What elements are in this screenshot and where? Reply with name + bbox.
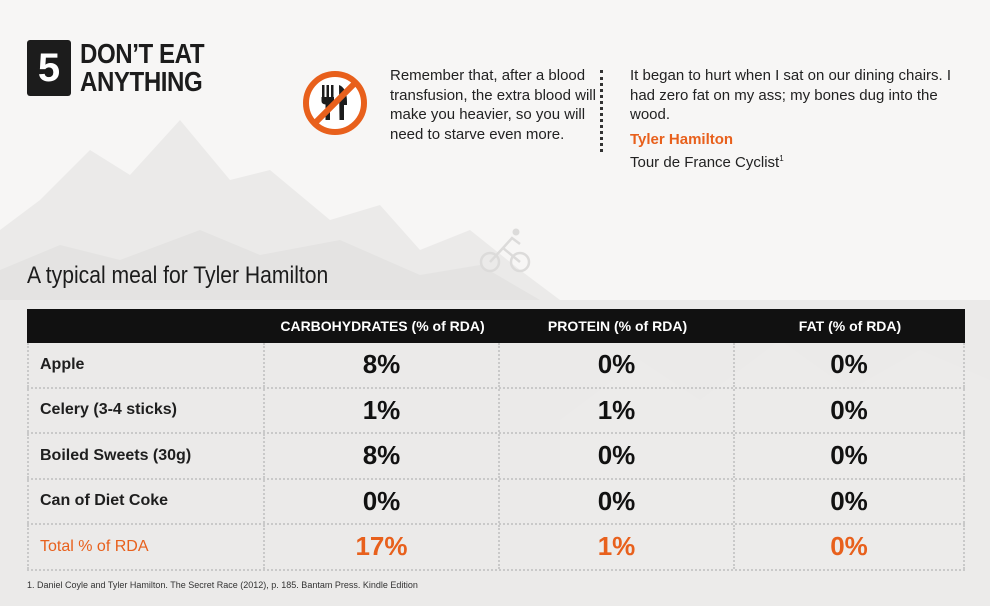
total-carbs: 17%	[265, 525, 500, 569]
section-title: DON’T EAT ANYTHING	[80, 38, 205, 97]
dotted-divider	[600, 70, 603, 152]
row-item: Boiled Sweets (30g)	[27, 434, 265, 478]
table-total-row: Total % of RDA 17% 1% 0%	[27, 525, 965, 571]
row-item: Can of Diet Coke	[27, 479, 265, 523]
total-fat: 0%	[735, 525, 965, 569]
table-header: CARBOHYDRATES (% of RDA) PROTEIN (% of R…	[27, 309, 965, 343]
row-protein: 0%	[500, 343, 735, 387]
row-protein: 0%	[500, 434, 735, 478]
section-number-badge: 5	[27, 40, 71, 96]
footnote: 1. Daniel Coyle and Tyler Hamilton. The …	[27, 580, 418, 590]
header-item	[27, 309, 265, 343]
row-item: Celery (3-4 sticks)	[27, 388, 265, 432]
row-fat: 0%	[735, 388, 965, 432]
no-food-icon	[303, 71, 367, 135]
row-protein: 0%	[500, 479, 735, 523]
quote-right: It began to hurt when I sat on our dinin…	[630, 66, 975, 173]
nutrition-table: CARBOHYDRATES (% of RDA) PROTEIN (% of R…	[27, 309, 965, 571]
row-item: Apple	[27, 343, 265, 387]
quote-right-text: It began to hurt when I sat on our dinin…	[630, 67, 952, 123]
title-line-1: DON’T EAT	[80, 38, 205, 69]
row-carbs: 8%	[265, 434, 500, 478]
title-line-2: ANYTHING	[80, 66, 203, 97]
table-row: Celery (3-4 sticks) 1% 1% 0%	[27, 388, 965, 434]
row-protein: 1%	[500, 388, 735, 432]
table-row: Apple 8% 0% 0%	[27, 343, 965, 389]
row-carbs: 1%	[265, 388, 500, 432]
quote-left: Remember that, after a blood transfusion…	[390, 67, 596, 143]
total-label: Total % of RDA	[27, 525, 265, 569]
footnote-mark: 1	[779, 154, 784, 163]
row-fat: 0%	[735, 343, 965, 387]
table-row: Boiled Sweets (30g) 8% 0% 0%	[27, 434, 965, 480]
meal-title: A typical meal for Tyler Hamilton	[27, 262, 329, 289]
quote-author: Tyler Hamilton	[630, 130, 734, 148]
row-carbs: 8%	[265, 343, 500, 387]
row-fat: 0%	[735, 434, 965, 478]
header-protein: PROTEIN (% of RDA)	[547, 318, 688, 334]
author-role-text: Tour de France Cyclist	[630, 154, 780, 171]
quote-author-role: Tour de France Cyclist1	[630, 149, 975, 173]
cyclist-icon	[479, 228, 531, 273]
row-fat: 0%	[735, 479, 965, 523]
total-protein: 1%	[500, 525, 735, 569]
row-carbs: 0%	[265, 479, 500, 523]
header-fat: FAT (% of RDA)	[798, 318, 902, 334]
header-carbohydrates: CARBOHYDRATES (% of RDA)	[280, 318, 485, 334]
table-row: Can of Diet Coke 0% 0% 0%	[27, 479, 965, 525]
